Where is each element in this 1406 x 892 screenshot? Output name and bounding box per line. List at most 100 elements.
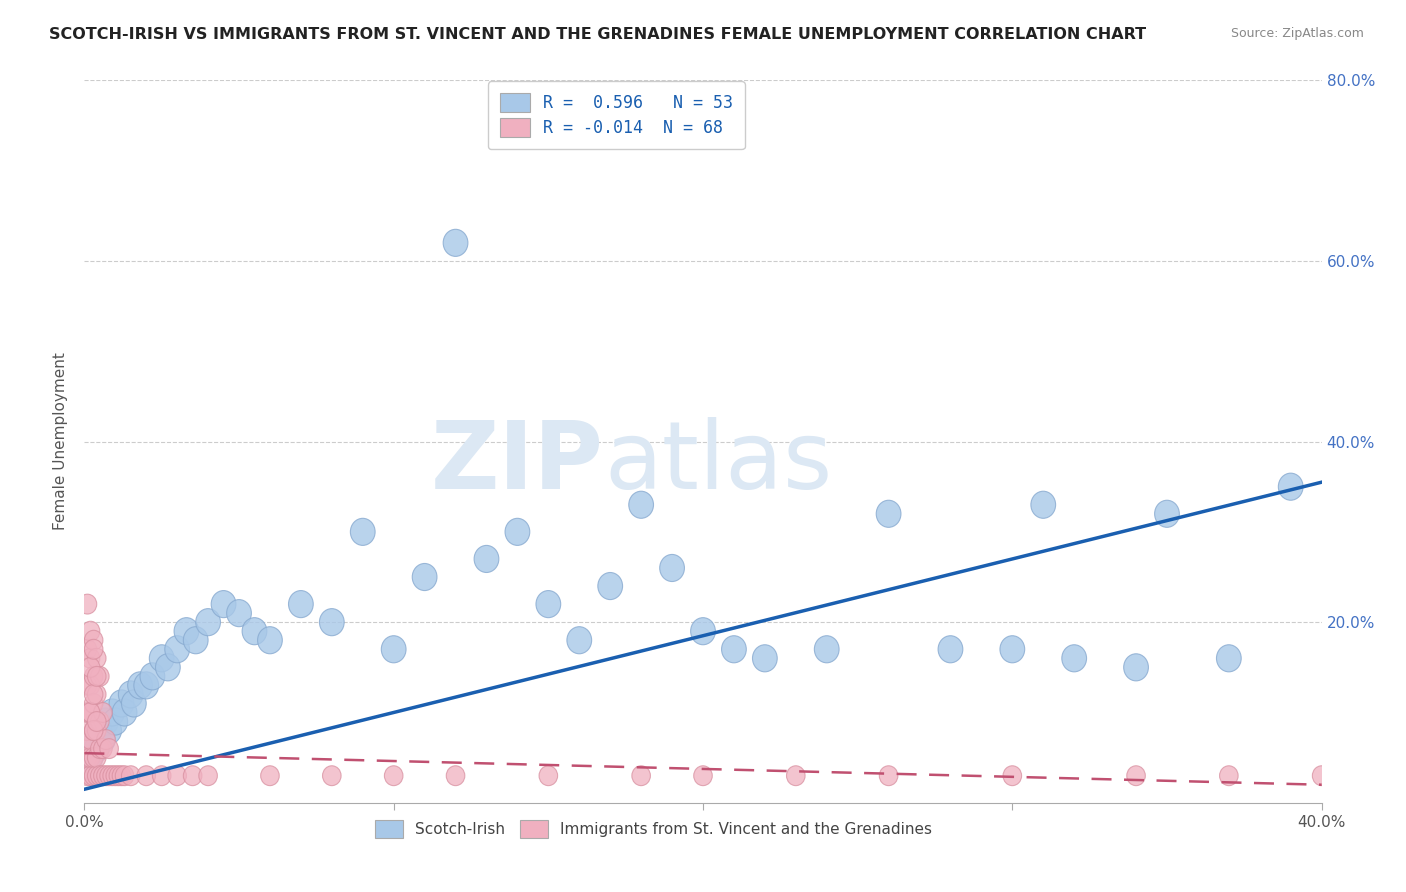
Ellipse shape	[165, 636, 190, 663]
Ellipse shape	[82, 703, 100, 723]
Ellipse shape	[97, 730, 115, 749]
Ellipse shape	[79, 675, 97, 696]
Ellipse shape	[156, 654, 180, 681]
Ellipse shape	[195, 608, 221, 636]
Ellipse shape	[474, 545, 499, 573]
Ellipse shape	[94, 708, 118, 735]
Ellipse shape	[1000, 636, 1025, 663]
Ellipse shape	[879, 765, 898, 786]
Ellipse shape	[97, 717, 121, 744]
Ellipse shape	[1062, 645, 1087, 672]
Ellipse shape	[94, 703, 112, 723]
Ellipse shape	[211, 591, 236, 617]
Ellipse shape	[84, 747, 103, 768]
Ellipse shape	[183, 627, 208, 654]
Ellipse shape	[536, 591, 561, 617]
Ellipse shape	[112, 765, 131, 786]
Ellipse shape	[1278, 473, 1303, 500]
Ellipse shape	[152, 765, 172, 786]
Ellipse shape	[226, 599, 252, 627]
Ellipse shape	[128, 672, 152, 699]
Ellipse shape	[84, 721, 103, 740]
Ellipse shape	[87, 765, 105, 786]
Ellipse shape	[183, 765, 202, 786]
Ellipse shape	[167, 765, 187, 786]
Ellipse shape	[567, 627, 592, 654]
Ellipse shape	[79, 765, 97, 786]
Ellipse shape	[103, 765, 121, 786]
Ellipse shape	[1123, 654, 1149, 681]
Ellipse shape	[505, 518, 530, 545]
Ellipse shape	[75, 753, 100, 780]
Ellipse shape	[84, 721, 103, 740]
Ellipse shape	[87, 712, 105, 731]
Ellipse shape	[82, 726, 105, 753]
Ellipse shape	[814, 636, 839, 663]
Ellipse shape	[257, 627, 283, 654]
Ellipse shape	[87, 684, 105, 705]
Ellipse shape	[1219, 765, 1239, 786]
Ellipse shape	[79, 744, 103, 772]
Ellipse shape	[84, 666, 103, 686]
Ellipse shape	[288, 591, 314, 617]
Ellipse shape	[112, 699, 136, 726]
Ellipse shape	[1031, 491, 1056, 518]
Ellipse shape	[752, 645, 778, 672]
Ellipse shape	[82, 648, 100, 668]
Ellipse shape	[659, 555, 685, 582]
Ellipse shape	[1126, 765, 1146, 786]
Ellipse shape	[79, 721, 97, 740]
Ellipse shape	[938, 636, 963, 663]
Ellipse shape	[100, 699, 125, 726]
Ellipse shape	[82, 657, 100, 677]
Ellipse shape	[1154, 500, 1180, 527]
Ellipse shape	[1312, 765, 1331, 786]
Ellipse shape	[110, 765, 128, 786]
Ellipse shape	[693, 765, 713, 786]
Ellipse shape	[90, 666, 110, 686]
Ellipse shape	[631, 765, 651, 786]
Ellipse shape	[87, 648, 105, 668]
Ellipse shape	[94, 739, 112, 758]
Ellipse shape	[87, 717, 112, 744]
Ellipse shape	[90, 765, 110, 786]
Ellipse shape	[121, 765, 141, 786]
Ellipse shape	[134, 672, 159, 699]
Ellipse shape	[90, 726, 115, 753]
Ellipse shape	[538, 765, 558, 786]
Ellipse shape	[721, 636, 747, 663]
Ellipse shape	[628, 491, 654, 518]
Ellipse shape	[690, 617, 716, 645]
Ellipse shape	[118, 681, 143, 708]
Ellipse shape	[82, 621, 100, 641]
Text: atlas: atlas	[605, 417, 832, 509]
Ellipse shape	[103, 708, 128, 735]
Ellipse shape	[82, 765, 100, 786]
Ellipse shape	[412, 564, 437, 591]
Ellipse shape	[121, 690, 146, 717]
Ellipse shape	[350, 518, 375, 545]
Ellipse shape	[384, 765, 404, 786]
Ellipse shape	[110, 690, 134, 717]
Ellipse shape	[84, 735, 110, 762]
Ellipse shape	[198, 765, 218, 786]
Ellipse shape	[82, 730, 100, 749]
Text: Source: ZipAtlas.com: Source: ZipAtlas.com	[1230, 27, 1364, 40]
Ellipse shape	[100, 739, 118, 758]
Ellipse shape	[90, 712, 110, 731]
Ellipse shape	[105, 765, 125, 786]
Ellipse shape	[79, 703, 97, 723]
Ellipse shape	[322, 765, 342, 786]
Ellipse shape	[94, 765, 112, 786]
Ellipse shape	[84, 693, 103, 714]
Ellipse shape	[84, 684, 103, 705]
Ellipse shape	[149, 645, 174, 672]
Ellipse shape	[174, 617, 198, 645]
Ellipse shape	[100, 765, 118, 786]
Ellipse shape	[319, 608, 344, 636]
Ellipse shape	[446, 765, 465, 786]
Ellipse shape	[79, 640, 97, 659]
Ellipse shape	[79, 747, 97, 768]
Ellipse shape	[84, 765, 103, 786]
Ellipse shape	[876, 500, 901, 527]
